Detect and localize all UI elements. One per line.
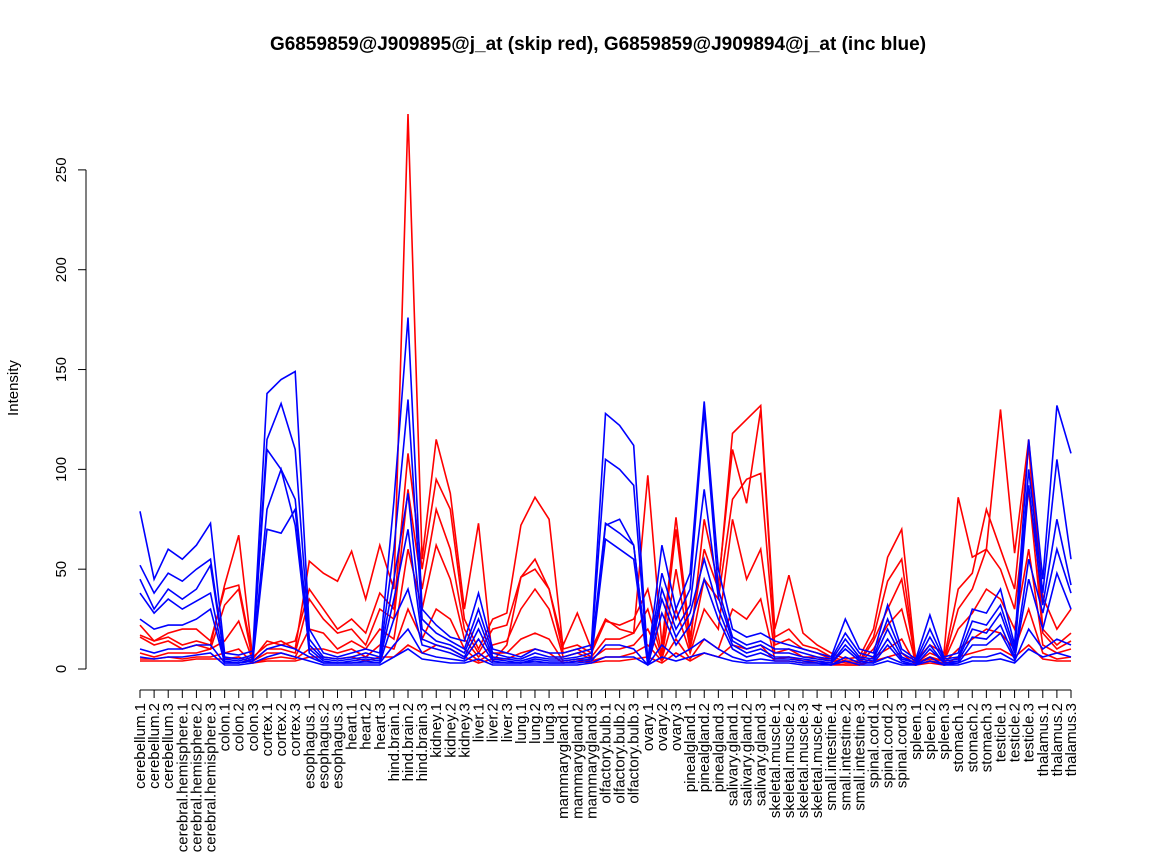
x-tick-label: cerebellum.1 xyxy=(132,703,149,789)
x-tick-label: small.intestine.3 xyxy=(851,703,868,811)
x-tick-label: esophagus.2 xyxy=(315,703,332,789)
x-tick-label: lung.1 xyxy=(513,703,530,744)
x-tick-label: liver.3 xyxy=(499,703,516,742)
x-tick-label: cerebellum.2 xyxy=(146,703,163,789)
series-line-13 xyxy=(139,648,1072,666)
x-tick-label: small.intestine.1 xyxy=(823,703,840,811)
x-tick-label: spleen.3 xyxy=(936,703,953,760)
x-tick-label: lung.3 xyxy=(541,703,558,744)
series-line-2 xyxy=(139,409,1072,665)
y-tick-label: 100 xyxy=(53,457,70,482)
series-line-1 xyxy=(139,113,1072,663)
x-tick-label: stomach.1 xyxy=(950,703,967,772)
x-tick-label: spinal.cord.1 xyxy=(866,703,883,788)
x-tick-label: thalamus.3 xyxy=(1063,703,1080,776)
x-tick-label: heart.1 xyxy=(344,703,361,750)
x-tick-label: cortex.2 xyxy=(273,703,290,756)
x-tick-label: testicle.3 xyxy=(1021,703,1038,762)
x-tick-label: spleen.2 xyxy=(922,703,939,760)
x-tick-label: pinealgland.3 xyxy=(710,703,727,792)
x-tick-label: skeletal.muscle.3 xyxy=(795,703,812,818)
y-tick-label: 250 xyxy=(53,157,70,182)
x-tick-label: cerebellum.3 xyxy=(160,703,177,789)
series-line-8 xyxy=(139,399,1072,664)
x-tick-label: liver.2 xyxy=(485,703,502,742)
x-tick-label: cerebral.hemisphere.1 xyxy=(174,703,191,852)
x-tick-label: hind.brain.2 xyxy=(400,703,417,781)
y-axis-label: Intensity xyxy=(5,360,22,416)
x-tick-label: thalamus.1 xyxy=(1035,703,1052,776)
x-tick-label: pinealgland.2 xyxy=(696,703,713,792)
chart-title: G6859859@J909895@j_at (skip red), G68598… xyxy=(270,34,926,55)
x-tick-label: salivary.gland.2 xyxy=(739,703,756,806)
x-tick-label: testicle.1 xyxy=(993,703,1010,762)
x-tick-label: esophagus.1 xyxy=(301,703,318,789)
series-line-3 xyxy=(139,472,1072,665)
x-tick-label: skeletal.muscle.2 xyxy=(781,703,798,818)
x-tick-label: testicle.2 xyxy=(1007,703,1024,762)
y-tick-label: 150 xyxy=(53,357,70,382)
x-tick-label: stomach.2 xyxy=(964,703,981,772)
y-tick-label: 50 xyxy=(53,561,70,578)
x-tick-label: pinealgland.1 xyxy=(682,703,699,792)
y-tick-label: 0 xyxy=(53,665,70,673)
x-tick-label: mammarygland.1 xyxy=(555,703,572,819)
x-tick-label: heart.3 xyxy=(372,703,389,750)
x-tick-label: skeletal.muscle.4 xyxy=(809,703,826,818)
x-tick-label: liver.1 xyxy=(471,703,488,742)
x-axis: cerebellum.1cerebellum.2cerebellum.3cere… xyxy=(132,689,1080,852)
series-line-7 xyxy=(139,317,1072,662)
series-line-10 xyxy=(139,466,1072,664)
x-tick-label: stomach.3 xyxy=(978,703,995,772)
x-tick-label: small.intestine.2 xyxy=(837,703,854,811)
x-tick-label: cerebral.hemisphere.3 xyxy=(203,703,220,852)
x-tick-label: thalamus.2 xyxy=(1049,703,1066,776)
y-axis: 0 50 100 150 200 250 xyxy=(53,157,87,673)
x-tick-label: spleen.1 xyxy=(908,703,925,760)
x-tick-label: esophagus.3 xyxy=(330,703,347,789)
y-tick-label: 200 xyxy=(53,257,70,282)
x-tick-label: ovary.3 xyxy=(668,703,685,751)
x-tick-label: mammarygland.2 xyxy=(569,703,586,819)
x-tick-label: olfactory.bulb.3 xyxy=(626,703,643,804)
x-tick-label: olfactory.bulb.2 xyxy=(612,703,629,804)
x-tick-label: mammarygland.3 xyxy=(583,703,600,819)
x-tick-label: salivary.gland.1 xyxy=(725,703,742,806)
x-tick-label: spinal.cord.2 xyxy=(880,703,897,788)
x-tick-label: colon.2 xyxy=(231,703,248,751)
series-lines xyxy=(139,113,1072,667)
x-tick-label: colon.1 xyxy=(217,703,234,751)
x-tick-label: colon.3 xyxy=(245,703,262,751)
x-tick-label: hind.brain.1 xyxy=(386,703,403,781)
x-tick-label: salivary.gland.3 xyxy=(753,703,770,806)
x-tick-label: kidney.3 xyxy=(456,703,473,758)
x-tick-label: heart.2 xyxy=(358,703,375,750)
x-tick-label: cerebral.hemisphere.2 xyxy=(188,703,205,852)
x-tick-label: cortex.3 xyxy=(287,703,304,756)
x-tick-label: cortex.1 xyxy=(259,703,276,756)
x-tick-label: spinal.cord.3 xyxy=(894,703,911,788)
x-tick-label: olfactory.bulb.1 xyxy=(598,703,615,804)
x-tick-label: ovary.2 xyxy=(654,703,671,751)
x-tick-label: ovary.1 xyxy=(640,703,657,751)
x-tick-label: kidney.1 xyxy=(428,703,445,758)
x-tick-label: kidney.2 xyxy=(442,703,459,758)
x-tick-label: hind.brain.3 xyxy=(414,703,431,781)
x-tick-label: skeletal.muscle.1 xyxy=(767,703,784,818)
x-tick-label: lung.2 xyxy=(527,703,544,744)
